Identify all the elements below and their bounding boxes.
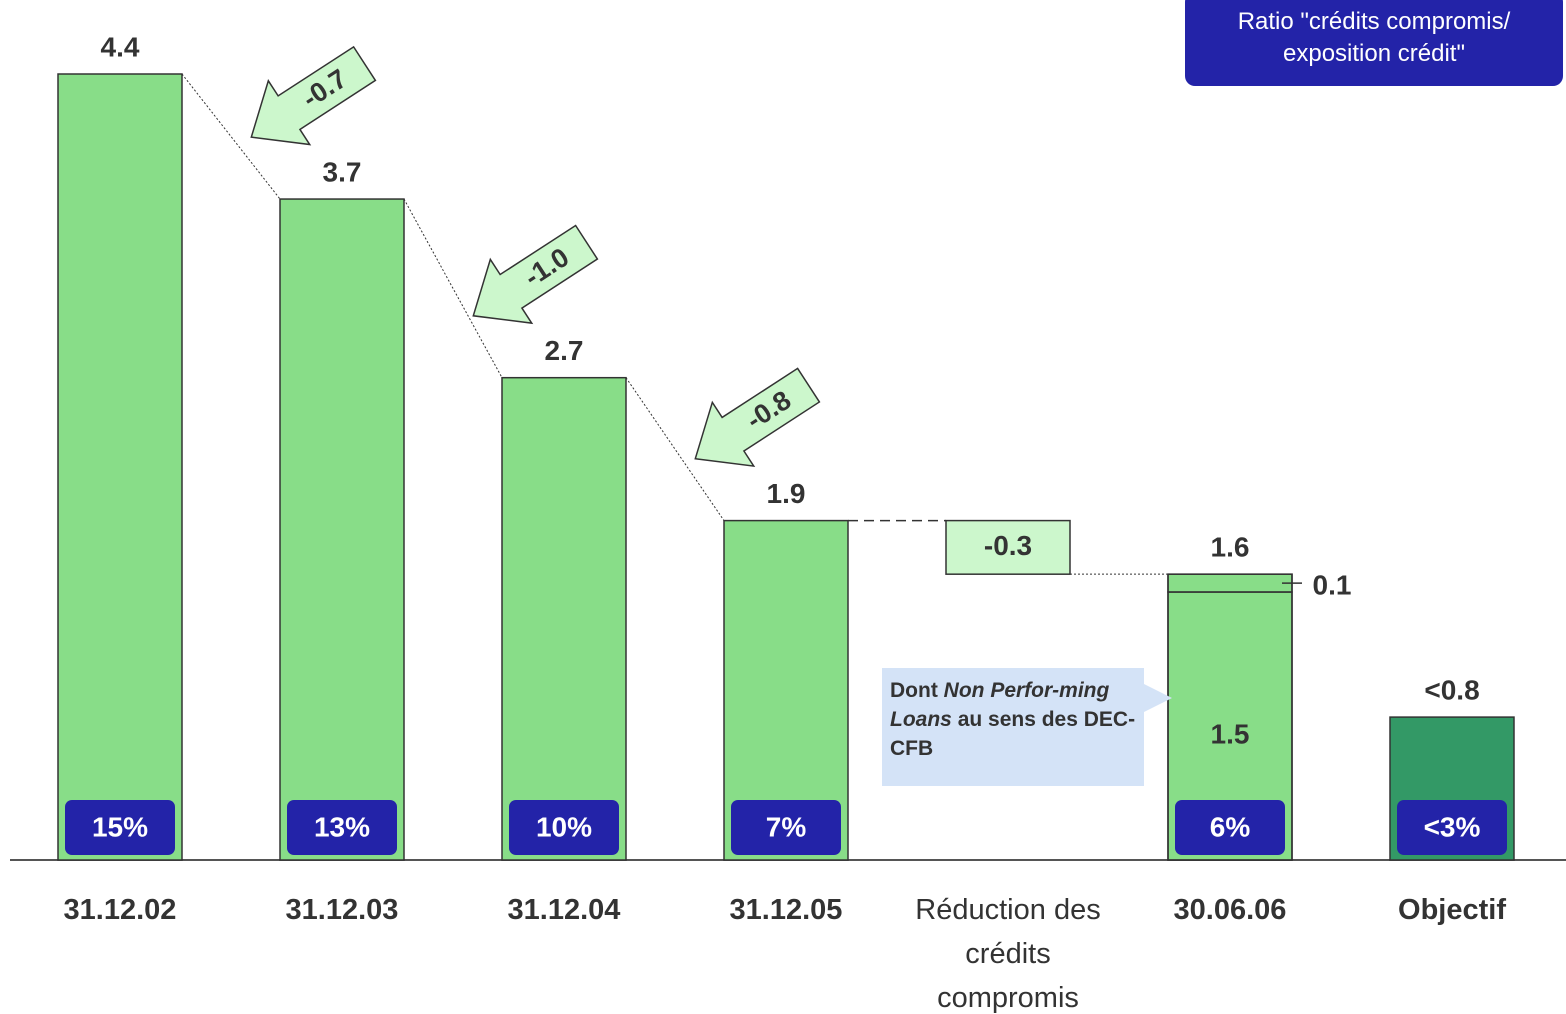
ratio-label: <3% xyxy=(1424,811,1481,842)
bar xyxy=(57,73,183,861)
bar xyxy=(945,519,1071,575)
annotation-part: Non Perfor-ming Loans xyxy=(890,679,1110,731)
breakdown-label: 0.1 xyxy=(1313,570,1352,601)
x-tick-label: 30.06.06 xyxy=(1173,894,1287,926)
ratio-label: 15% xyxy=(92,811,148,842)
connector xyxy=(403,198,503,378)
annotation-shape xyxy=(882,668,1172,786)
connector xyxy=(625,377,725,521)
ratio-label: 10% xyxy=(536,811,592,842)
connector xyxy=(181,73,281,200)
x-tick-label: Réduction des crédits compromis xyxy=(915,894,1101,1014)
ratio-label: 7% xyxy=(766,811,807,842)
ratio-box xyxy=(1397,800,1507,855)
x-tick-label: 31.12.05 xyxy=(729,894,843,926)
arrow-shape xyxy=(250,45,377,146)
value-label: 1.6 xyxy=(1211,532,1250,563)
annotation-text: Dont Non Perfor-ming Loans au sens des D… xyxy=(890,676,1140,763)
arrow-shape xyxy=(472,224,599,325)
value-label: 4.4 xyxy=(101,31,140,62)
x-tick-label: Objectif xyxy=(1398,894,1506,926)
value-label: -0.3 xyxy=(984,530,1032,561)
x-tick-label: 31.12.03 xyxy=(285,894,399,926)
change-arrow: -0.7 xyxy=(250,45,377,146)
x-tick-label: 31.12.04 xyxy=(507,894,621,926)
arrow-shape xyxy=(694,367,821,468)
x-tick-label: 31.12.02 xyxy=(63,894,177,926)
ratio-box xyxy=(287,800,397,855)
legend-box: Ratio "crédits compromis/ exposition cré… xyxy=(1185,0,1563,86)
value-label: 3.7 xyxy=(323,156,362,187)
ratio-box xyxy=(731,800,841,855)
annotation-part: au sens des DEC-CFB xyxy=(890,708,1136,760)
annotation-part: Dont xyxy=(890,679,938,702)
annotation: Dont Non Perfor-ming Loans au sens des D… xyxy=(882,668,1172,786)
value-label: <0.8 xyxy=(1424,674,1479,705)
ratio-label: 13% xyxy=(314,811,370,842)
ratio-box xyxy=(509,800,619,855)
change-arrow: -1.0 xyxy=(472,224,599,325)
breakdown-label: 1.5 xyxy=(1211,718,1250,749)
ratio-label: 6% xyxy=(1210,811,1251,842)
value-label: 2.7 xyxy=(545,335,584,366)
value-label: 1.9 xyxy=(767,478,806,509)
ratio-box xyxy=(1175,800,1285,855)
ratio-box xyxy=(65,800,175,855)
change-arrow: -0.8 xyxy=(694,367,821,468)
bar xyxy=(501,376,627,861)
bar xyxy=(279,198,405,861)
